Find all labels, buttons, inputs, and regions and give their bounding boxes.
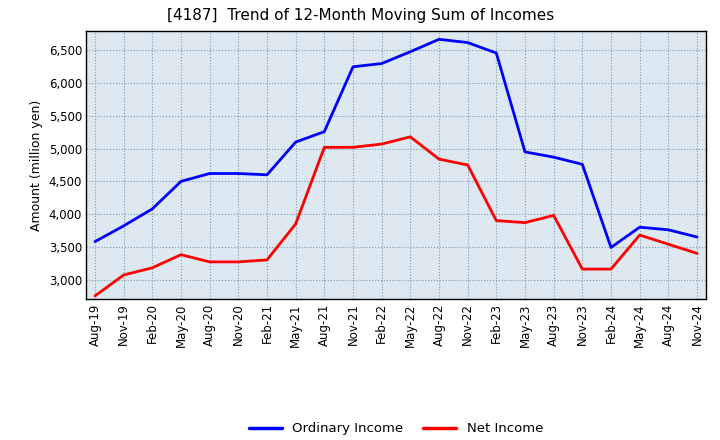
Ordinary Income <box>435 37 444 42</box>
Net Income <box>693 251 701 256</box>
Ordinary Income <box>521 149 529 154</box>
Net Income <box>377 141 386 147</box>
Net Income <box>435 157 444 162</box>
Net Income <box>578 267 587 272</box>
Ordinary Income <box>292 139 300 145</box>
Ordinary Income <box>120 223 128 228</box>
Net Income <box>205 259 214 264</box>
Ordinary Income <box>148 206 157 212</box>
Net Income <box>148 265 157 271</box>
Line: Net Income: Net Income <box>95 137 697 296</box>
Ordinary Income <box>607 245 616 250</box>
Text: [4187]  Trend of 12-Month Moving Sum of Incomes: [4187] Trend of 12-Month Moving Sum of I… <box>167 7 554 23</box>
Ordinary Income <box>492 51 500 56</box>
Ordinary Income <box>176 179 185 184</box>
Ordinary Income <box>348 64 357 70</box>
Ordinary Income <box>263 172 271 177</box>
Ordinary Income <box>377 61 386 66</box>
Net Income <box>406 134 415 139</box>
Ordinary Income <box>205 171 214 176</box>
Net Income <box>549 213 558 218</box>
Net Income <box>635 232 644 238</box>
Line: Ordinary Income: Ordinary Income <box>95 39 697 247</box>
Net Income <box>664 242 672 247</box>
Ordinary Income <box>635 224 644 230</box>
Ordinary Income <box>320 129 328 134</box>
Net Income <box>120 272 128 278</box>
Ordinary Income <box>578 162 587 167</box>
Ordinary Income <box>406 49 415 55</box>
Net Income <box>464 162 472 168</box>
Net Income <box>292 221 300 227</box>
Net Income <box>521 220 529 225</box>
Ordinary Income <box>549 154 558 160</box>
Net Income <box>91 293 99 299</box>
Net Income <box>234 259 243 264</box>
Ordinary Income <box>693 235 701 240</box>
Y-axis label: Amount (million yen): Amount (million yen) <box>30 99 43 231</box>
Net Income <box>492 218 500 223</box>
Net Income <box>263 257 271 263</box>
Ordinary Income <box>464 40 472 45</box>
Net Income <box>176 252 185 257</box>
Ordinary Income <box>234 171 243 176</box>
Ordinary Income <box>91 239 99 244</box>
Net Income <box>348 145 357 150</box>
Ordinary Income <box>664 227 672 232</box>
Net Income <box>607 267 616 272</box>
Net Income <box>320 145 328 150</box>
Legend: Ordinary Income, Net Income: Ordinary Income, Net Income <box>243 417 549 440</box>
